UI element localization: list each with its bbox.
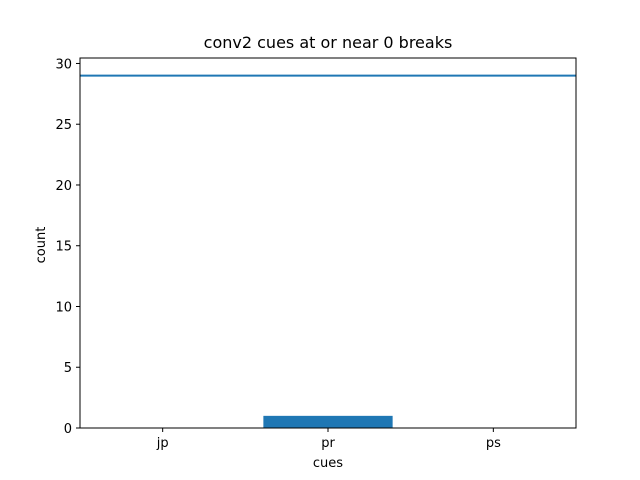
y-tick-label-15: 15 xyxy=(55,240,72,255)
y-tick-label-30: 30 xyxy=(55,57,72,72)
y-tick-label-10: 10 xyxy=(55,300,72,315)
x-tick-label-jp: jp xyxy=(156,436,169,451)
plot-area: 0 5 10 15 20 25 30 jp pr ps xyxy=(55,57,577,451)
y-tick-label-25: 25 xyxy=(55,118,72,133)
y-tick-label-20: 20 xyxy=(55,179,72,194)
y-tick-label-5: 5 xyxy=(64,361,72,376)
x-tick-label-pr: pr xyxy=(321,436,335,451)
bar-pr xyxy=(263,415,393,428)
chart-title: conv2 cues at or near 0 breaks xyxy=(204,33,453,52)
x-axis-title: cues xyxy=(313,456,343,471)
y-axis-title: count xyxy=(34,227,49,264)
plot-frame xyxy=(79,57,577,429)
x-tick-label-ps: ps xyxy=(486,436,501,451)
y-tick-label-0: 0 xyxy=(64,422,72,437)
